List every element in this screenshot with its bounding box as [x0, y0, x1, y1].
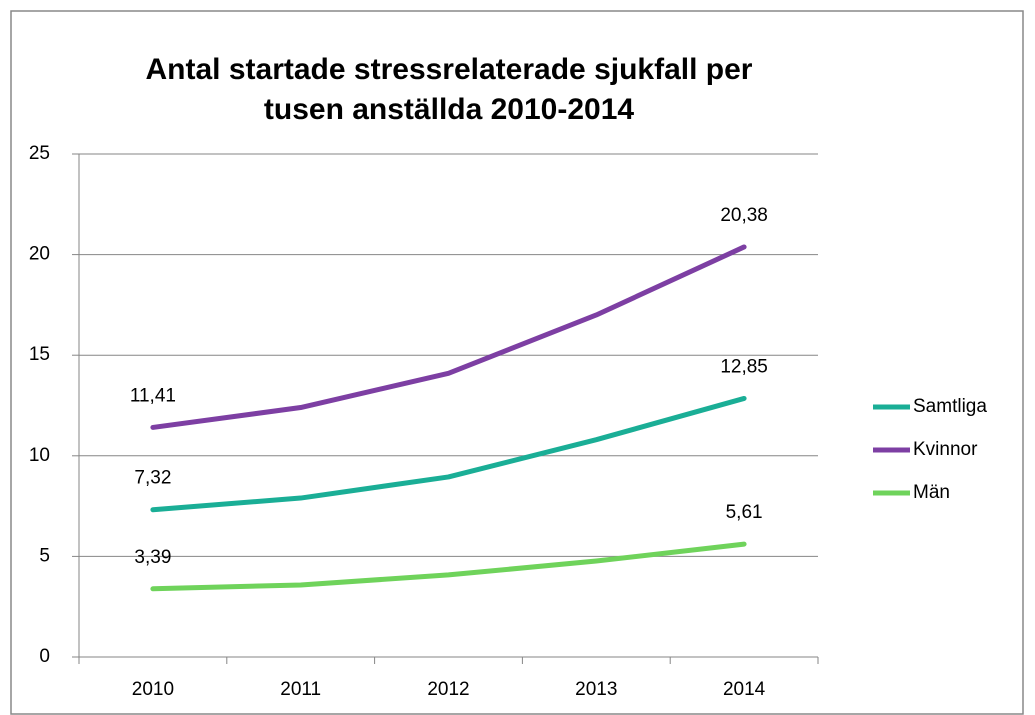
series-line	[150, 541, 747, 592]
x-tick-label: 2013	[575, 679, 617, 700]
legend-label: Kvinnor	[913, 439, 978, 460]
y-tick-label: 0	[39, 646, 50, 667]
data-label: 7,32	[134, 468, 171, 489]
data-label: 20,38	[720, 205, 768, 226]
data-label: 5,61	[726, 502, 763, 523]
x-tick-label: 2014	[723, 679, 766, 700]
y-tick-label: 20	[29, 244, 50, 265]
data-label: 3,39	[134, 547, 171, 568]
legend-label: Samtliga	[913, 396, 987, 417]
x-tick-label: 2010	[132, 679, 174, 700]
y-tick-label: 15	[29, 344, 50, 365]
x-tick-label: 2011	[280, 679, 321, 700]
series-line	[150, 395, 747, 513]
y-tick-label: 10	[29, 445, 50, 466]
y-tick-label: 5	[39, 545, 50, 566]
x-tick-label: 2012	[427, 679, 469, 700]
data-label: 11,41	[130, 385, 176, 406]
series-line	[150, 244, 747, 430]
data-label: 12,85	[720, 356, 768, 377]
chart-title: Antal startade stressrelaterade sjukfall…	[145, 53, 753, 126]
chart-border	[10, 10, 1024, 715]
legend-label: Män	[913, 482, 950, 503]
y-tick-label: 25	[29, 143, 50, 164]
